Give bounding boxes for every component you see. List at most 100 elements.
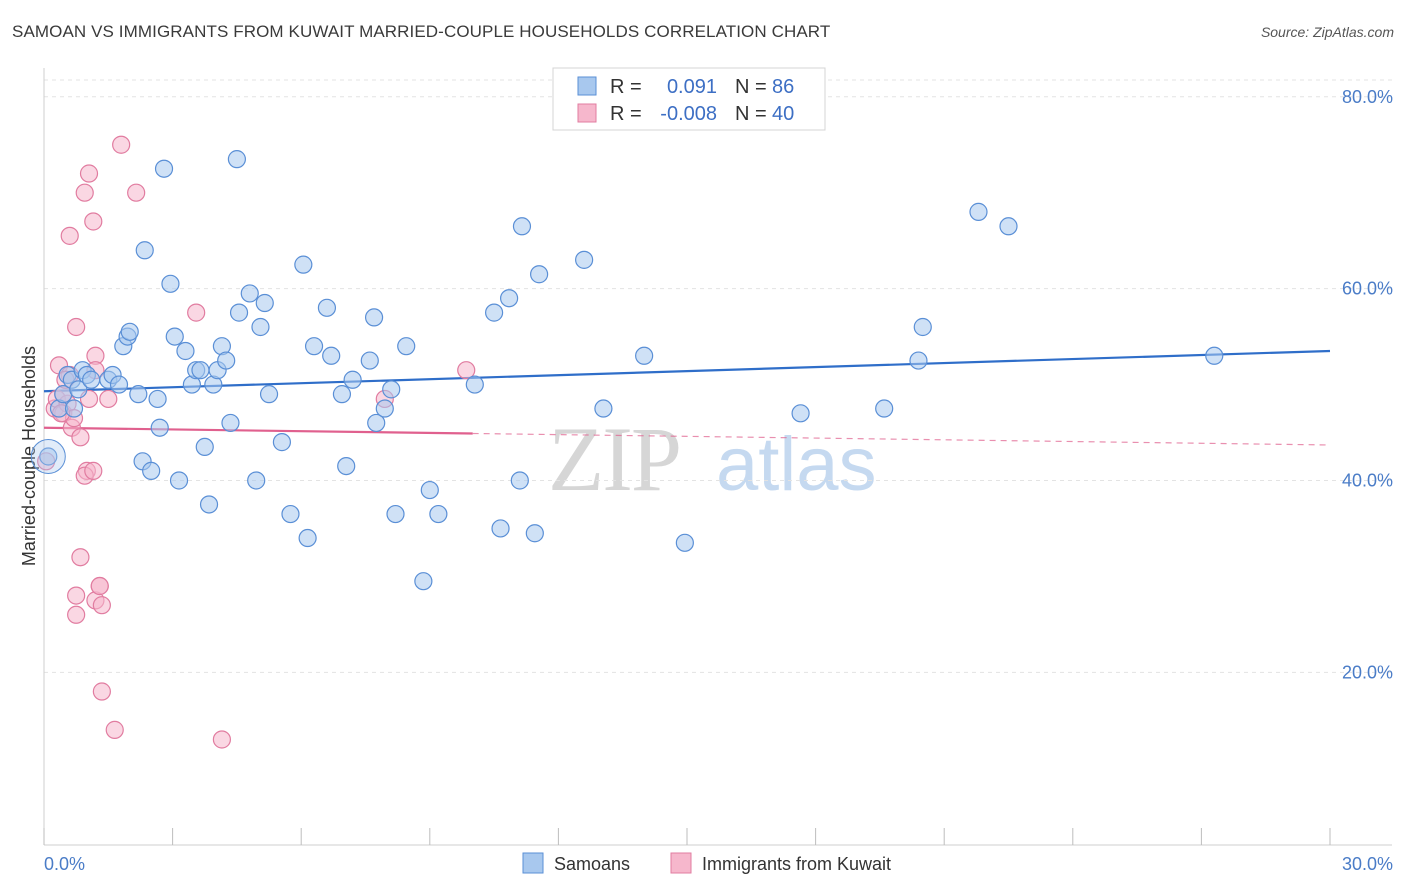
samoan-point: [298, 528, 317, 548]
kuwait-points: [37, 135, 476, 749]
samoan-point: [485, 303, 504, 322]
samoan-point: [69, 380, 88, 399]
watermark-atlas: atlas: [716, 422, 877, 507]
samoan-point: [154, 159, 174, 178]
kuwait-point: [71, 428, 90, 447]
samoan-point: [429, 504, 448, 524]
samoan-n-value: 86: [772, 76, 794, 98]
samoan-point: [375, 399, 394, 418]
samoan-point: [382, 380, 401, 399]
y-axis-label: Married-couple Households: [19, 346, 39, 566]
kuwait-point: [79, 164, 99, 183]
samoan-point: [675, 533, 694, 552]
samoan-point: [109, 375, 129, 394]
samoan-point: [491, 519, 510, 538]
samoan-point: [221, 413, 240, 433]
legend-samoans-swatch: [522, 852, 544, 874]
samoan-point: [259, 385, 279, 404]
samoan-point: [913, 317, 932, 337]
watermark-zip: ZIP: [548, 408, 680, 510]
samoan-point: [575, 250, 594, 269]
y-tick-label: 60.0%: [1342, 279, 1393, 299]
samoan-point: [360, 351, 379, 370]
kuwait-r-label: R =: [610, 103, 642, 125]
y-tick-label: 20.0%: [1342, 662, 1393, 682]
kuwait-point: [84, 212, 103, 231]
samoan-point: [969, 202, 988, 221]
samoan-point: [39, 447, 58, 466]
chart-title: SAMOAN VS IMMIGRANTS FROM KUWAIT MARRIED…: [12, 22, 831, 41]
legend-samoans-label: Samoans: [554, 854, 630, 874]
samoan-point: [251, 317, 270, 337]
samoan-point: [322, 346, 341, 365]
x-ticks: [43, 828, 1331, 845]
samoan-point: [510, 471, 529, 490]
kuwait-point: [187, 303, 206, 322]
samoan-point: [195, 437, 214, 457]
samoan-point: [150, 418, 169, 437]
x-tick-label-min: 0.0%: [44, 854, 85, 874]
samoan-point: [1205, 346, 1224, 365]
y-tick-label: 40.0%: [1342, 470, 1393, 490]
samoan-swatch: [577, 76, 597, 96]
samoan-point: [255, 293, 274, 313]
samoan-point: [525, 524, 544, 543]
kuwait-point: [112, 135, 131, 154]
samoan-point: [304, 337, 324, 356]
samoan-r-label: R =: [610, 76, 642, 98]
kuwait-point: [212, 730, 231, 749]
samoan-point: [120, 322, 139, 341]
samoan-point: [500, 289, 519, 308]
samoan-point: [129, 385, 148, 404]
kuwait-point: [92, 682, 111, 701]
samoan-point: [161, 274, 180, 293]
kuwait-point: [92, 596, 111, 615]
kuwait-point: [90, 576, 109, 596]
legend-kuwait-swatch: [670, 852, 692, 874]
kuwait-point: [60, 226, 79, 245]
samoan-point: [909, 351, 928, 370]
samoan-point: [142, 461, 161, 480]
x-tick-label-max: 30.0%: [1342, 854, 1393, 874]
series-legend: Samoans Immigrants from Kuwait: [522, 852, 891, 874]
samoan-point: [169, 471, 189, 490]
samoan-point: [227, 150, 246, 169]
kuwait-swatch: [577, 103, 597, 123]
samoan-point: [247, 471, 266, 490]
kuwait-r-value: -0.008: [660, 103, 717, 125]
samoan-point: [240, 284, 259, 303]
samoan-point: [281, 504, 300, 524]
samoan-point: [332, 385, 352, 404]
samoan-trend-line: [43, 349, 1331, 393]
samoan-point: [999, 217, 1018, 236]
samoan-point: [191, 361, 210, 380]
samoan-point: [176, 341, 195, 361]
samoan-point: [294, 255, 313, 274]
trend-lines: [43, 349, 1331, 446]
stats-legend: R = 0.091 N = 86 R = -0.008 N = 40: [552, 67, 826, 131]
samoan-point-large: [30, 439, 66, 474]
kuwait-point: [84, 461, 103, 480]
samoan-n-label: N =: [735, 76, 767, 98]
samoan-point: [530, 265, 549, 284]
kuwait-point: [127, 183, 146, 202]
kuwait-n-value: 40: [772, 103, 794, 125]
samoan-point: [229, 303, 249, 322]
samoan-points: [30, 150, 1224, 591]
samoan-r-value: 0.091: [667, 76, 717, 98]
samoan-point: [594, 399, 613, 418]
y-tick-label: 80.0%: [1342, 87, 1393, 107]
watermark: ZIP atlas: [548, 408, 877, 510]
samoan-point: [635, 346, 654, 365]
samoan-point: [465, 375, 484, 394]
samoan-point: [512, 217, 532, 236]
kuwait-point: [67, 586, 86, 605]
samoan-point: [364, 308, 384, 327]
samoan-point: [414, 572, 433, 591]
samoan-point: [337, 456, 356, 476]
samoan-point: [397, 337, 416, 356]
samoan-point: [875, 399, 894, 418]
samoan-point: [199, 495, 219, 514]
kuwait-n-label: N =: [735, 103, 767, 125]
